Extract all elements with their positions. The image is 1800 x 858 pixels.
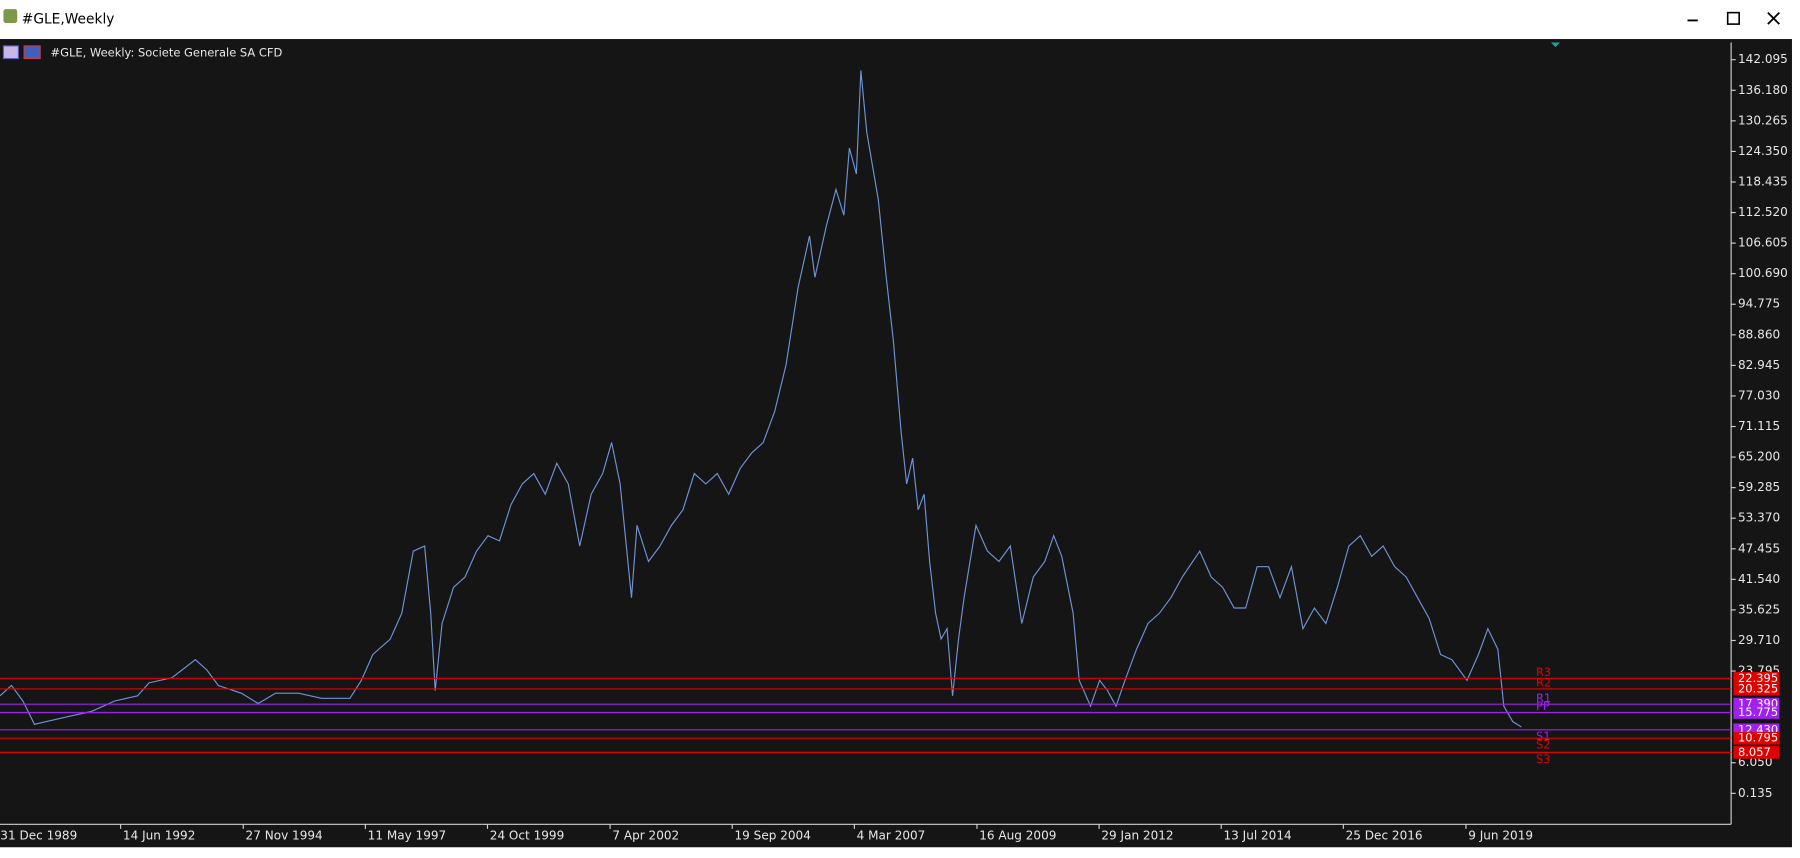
x-tick-label: 11 May 1997 <box>368 828 447 842</box>
x-tick-label: 4 Mar 2007 <box>857 828 926 842</box>
level-name: R1 <box>1536 691 1551 705</box>
y-tick-label: 94.775 <box>1738 297 1780 311</box>
y-tick-label: 100.690 <box>1738 266 1788 280</box>
x-tick-label: 7 Apr 2002 <box>612 828 679 842</box>
x-tick-label: 24 Oct 1999 <box>490 828 564 842</box>
y-tick-label: 47.455 <box>1738 541 1780 555</box>
level-name: R3 <box>1536 665 1551 679</box>
x-tick-label: 27 Nov 1994 <box>246 828 323 842</box>
chart-title: #GLE, Weekly: Societe Generale SA CFD <box>51 45 283 59</box>
y-tick-label: 6.050 <box>1738 755 1772 769</box>
chart-icon <box>23 45 41 60</box>
level-box <box>1733 671 1780 685</box>
level-name: PP <box>1536 699 1550 713</box>
x-tick-label: 29 Jan 2012 <box>1101 828 1173 842</box>
y-tick-label: 106.605 <box>1738 236 1788 250</box>
y-tick-label: 136.180 <box>1738 83 1788 97</box>
y-tick-label: 71.115 <box>1738 419 1780 433</box>
maximize-button[interactable] <box>1726 11 1740 25</box>
y-tick-label: 59.285 <box>1738 480 1780 494</box>
app-icon <box>3 9 18 23</box>
level-value-label: 15.775 <box>1738 705 1778 719</box>
y-tick-label: 130.265 <box>1738 113 1788 127</box>
level-box <box>1733 731 1780 745</box>
level-value-label: 22.395 <box>1738 671 1778 685</box>
y-tick-label: 77.030 <box>1738 388 1780 402</box>
y-tick-label: 88.860 <box>1738 327 1780 341</box>
x-tick-label: 9 Jun 2019 <box>1468 828 1533 842</box>
price-line <box>0 70 1522 728</box>
y-tick-label: 124.350 <box>1738 144 1788 158</box>
level-name: S1 <box>1536 729 1551 743</box>
plot: 142.095 136.180 130.265 124.350 118.435 112.5… <box>0 52 1788 842</box>
minimize-button[interactable] <box>1687 19 1698 22</box>
y-tick-label: 0.135 <box>1738 786 1772 800</box>
y-tick-label: 112.520 <box>1738 205 1788 219</box>
marker <box>1550 42 1561 48</box>
y-tick-label: 35.625 <box>1738 602 1780 616</box>
level-box <box>1733 746 1780 759</box>
y-tick-label: 82.945 <box>1738 358 1780 372</box>
chart-icon <box>2 45 19 60</box>
level-value-label: 8.057 <box>1738 745 1771 759</box>
y-tick-label: 65.200 <box>1738 450 1780 464</box>
level-box <box>1733 706 1780 719</box>
close-button[interactable] <box>1767 11 1780 25</box>
x-tick-label: 14 Jun 1992 <box>123 828 195 842</box>
level-value-label: 10.795 <box>1738 731 1778 745</box>
x-tick-label: 13 Jul 2014 <box>1224 828 1292 842</box>
level-name: S3 <box>1536 752 1551 766</box>
y-tick-label: 142.095 <box>1738 52 1788 66</box>
y-tick-label: 41.540 <box>1738 572 1780 586</box>
level-name: R2 <box>1536 676 1551 690</box>
level-box <box>1733 682 1780 696</box>
y-tick-label: 118.435 <box>1738 174 1788 188</box>
y-tick-label: 53.370 <box>1738 511 1780 525</box>
window-title: #GLE,Weekly <box>22 12 115 28</box>
x-tick-label: 16 Aug 2009 <box>979 828 1056 842</box>
chart-area <box>0 39 1792 848</box>
x-tick-label: 19 Sep 2004 <box>735 828 811 842</box>
x-tick-label: 31 Dec 1989 <box>0 828 77 842</box>
x-tick-label: 25 Dec 2016 <box>1346 828 1423 842</box>
y-tick-label: 29.710 <box>1738 633 1780 647</box>
level-name: S2 <box>1536 738 1551 752</box>
level-value-label: 20.325 <box>1738 681 1778 695</box>
